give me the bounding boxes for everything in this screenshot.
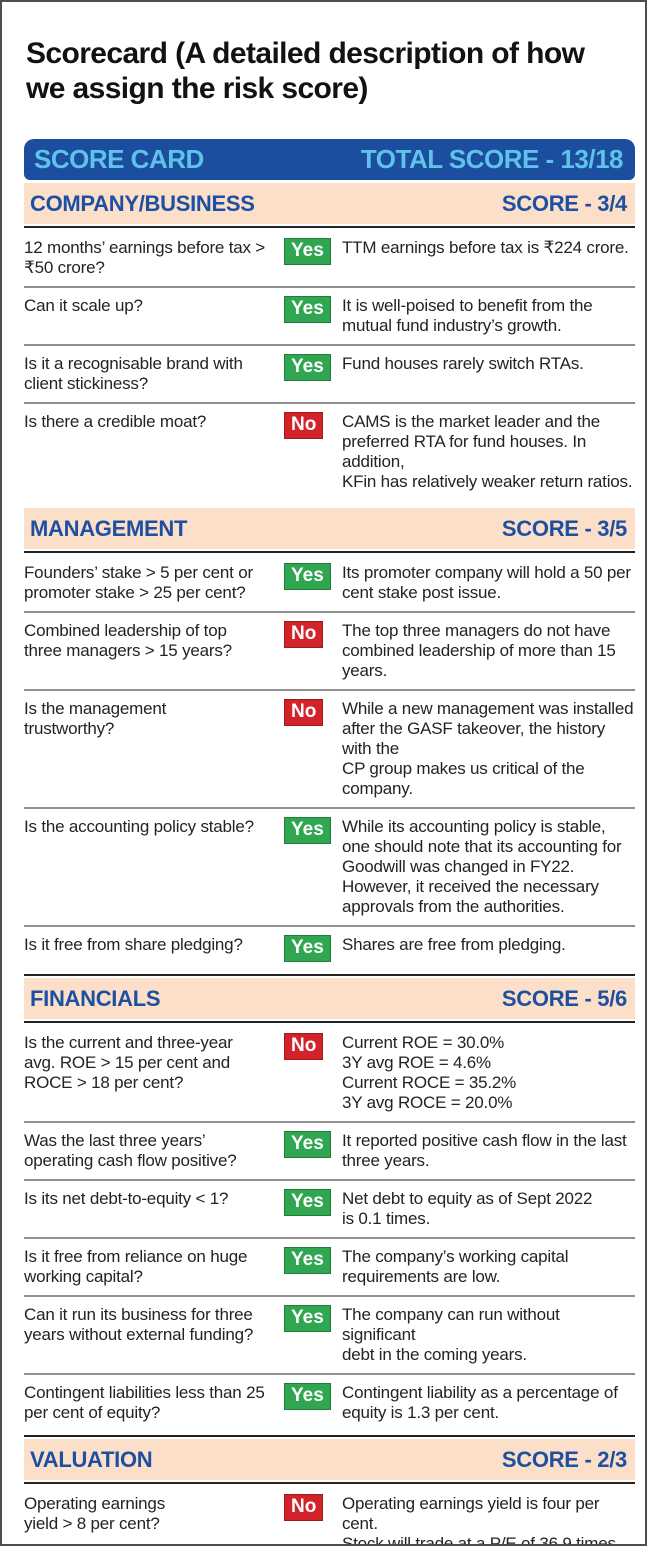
- verdict-badge: Yes: [284, 935, 331, 962]
- verdict-badge: Yes: [284, 1247, 331, 1274]
- table-row: Is the accounting policy stable? Yes Whi…: [24, 807, 635, 925]
- section-score: SCORE - 5/6: [501, 985, 627, 1011]
- verdict-badge: No: [284, 699, 324, 726]
- question-text: Is its net debt-to-equity < 1?: [24, 1189, 229, 1208]
- section-title: FINANCIALS: [30, 985, 161, 1011]
- section-header-valuation: VALUATION SCORE - 2/3: [24, 1439, 635, 1480]
- question-text: Is the current and three-year avg. ROE >…: [24, 1033, 233, 1092]
- section-header-company-business: COMPANY/BUSINESS SCORE - 3/4: [24, 183, 635, 224]
- verdict-badge: Yes: [284, 354, 331, 381]
- question-text: Founders’ stake > 5 per cent or promoter…: [24, 563, 253, 602]
- verdict-badge: No: [284, 1494, 324, 1521]
- verdict-badge: Yes: [284, 296, 331, 323]
- table-row: Is the current and three-year avg. ROE >…: [24, 1025, 635, 1121]
- answer-text: Its promoter company will hold a 50 per …: [342, 563, 631, 602]
- section-header-financials: FINANCIALS SCORE - 5/6: [24, 978, 635, 1019]
- section-score: SCORE - 3/4: [501, 190, 627, 216]
- table-row: Is it free from share pledging? Yes Shar…: [24, 925, 635, 970]
- answer-text: The top three managers do not have combi…: [342, 621, 616, 680]
- table-row: Combined leadership of top three manager…: [24, 611, 635, 689]
- question-text: Is there a credible moat?: [24, 412, 207, 431]
- answer-text: Shares are free from pledging.: [342, 935, 566, 954]
- table-row: Is it a recognisable brand with client s…: [24, 344, 635, 402]
- table-row: Is it free from reliance on huge working…: [24, 1237, 635, 1295]
- question-text: Contingent liabilities less than 25 per …: [24, 1383, 265, 1422]
- verdict-badge: No: [284, 621, 324, 648]
- verdict-badge: Yes: [284, 817, 331, 844]
- verdict-badge: No: [284, 1033, 324, 1060]
- section-divider: [24, 974, 635, 976]
- table-row: Founders’ stake > 5 per cent or promoter…: [24, 555, 635, 611]
- table-row: Is its net debt-to-equity < 1? Yes Net d…: [24, 1179, 635, 1237]
- answer-text: Net debt to equity as of Sept 2022 is 0.…: [342, 1189, 593, 1228]
- section-title: VALUATION: [30, 1446, 153, 1472]
- table-row: Was the last three years’ operating cash…: [24, 1121, 635, 1179]
- table-row: Can it scale up? Yes It is well-poised t…: [24, 286, 635, 344]
- verdict-badge: No: [284, 412, 324, 439]
- section-header-management: MANAGEMENT SCORE - 3/5: [24, 508, 635, 549]
- answer-text: While a new management was installed aft…: [342, 699, 634, 798]
- table-row: Contingent liabilities less than 25 per …: [24, 1373, 635, 1431]
- verdict-badge: Yes: [284, 1131, 331, 1158]
- question-text: Is the accounting policy stable?: [24, 817, 254, 836]
- verdict-badge: Yes: [284, 1189, 331, 1216]
- answer-text: It is well-poised to benefit from the mu…: [342, 296, 593, 335]
- header-left-label: SCORE CARD: [34, 144, 204, 174]
- answer-text: CAMS is the market leader and the prefer…: [342, 412, 633, 491]
- section-divider: [24, 1482, 635, 1484]
- section-title: COMPANY/BUSINESS: [30, 190, 255, 216]
- section-divider: [24, 1021, 635, 1023]
- question-text: Can it run its business for three years …: [24, 1305, 254, 1344]
- total-score-label: TOTAL SCORE - 13/18: [360, 144, 624, 174]
- answer-text: It reported positive cash flow in the la…: [342, 1131, 627, 1170]
- question-text: 12 months’ earnings before tax > ₹50 cro…: [24, 238, 266, 277]
- question-text: Operating earnings yield > 8 per cent?: [24, 1494, 165, 1533]
- question-text: Was the last three years’ operating cash…: [24, 1131, 237, 1170]
- table-row: Is there a credible moat? No CAMS is the…: [24, 402, 635, 500]
- section-divider: [24, 226, 635, 228]
- answer-text: Current ROE = 30.0% 3Y avg ROE = 4.6% Cu…: [342, 1033, 517, 1112]
- section-title: MANAGEMENT: [30, 515, 188, 541]
- page-title: Scorecard (A detailed description of how…: [26, 37, 585, 105]
- section-score: SCORE - 2/3: [501, 1446, 627, 1472]
- answer-text: Contingent liability as a percentage of …: [342, 1383, 618, 1422]
- table-row: 12 months’ earnings before tax > ₹50 cro…: [24, 230, 635, 286]
- question-text: Is it free from share pledging?: [24, 935, 243, 954]
- table-row: Operating earnings yield > 8 per cent? N…: [24, 1486, 635, 1546]
- question-text: Is it free from reliance on huge working…: [24, 1247, 248, 1286]
- answer-text: Operating earnings yield is four per cen…: [342, 1494, 616, 1546]
- verdict-badge: Yes: [284, 563, 331, 590]
- answer-text: The company’s working capital requiremen…: [342, 1247, 569, 1286]
- question-text: Can it scale up?: [24, 296, 143, 315]
- table-row: Can it run its business for three years …: [24, 1295, 635, 1373]
- table-row: Is the management trustworthy? No While …: [24, 689, 635, 807]
- answer-text: The company can run without significant …: [342, 1305, 560, 1364]
- verdict-badge: Yes: [284, 1383, 331, 1410]
- verdict-badge: Yes: [284, 238, 331, 265]
- answer-text: Fund houses rarely switch RTAs.: [342, 354, 584, 373]
- scorecard-header-bar: SCORE CARD TOTAL SCORE - 13/18: [24, 139, 635, 180]
- question-text: Is it a recognisable brand with client s…: [24, 354, 243, 393]
- question-text: Combined leadership of top three manager…: [24, 621, 232, 660]
- question-text: Is the management trustworthy?: [24, 699, 167, 738]
- section-divider: [24, 1435, 635, 1437]
- verdict-badge: Yes: [284, 1305, 331, 1332]
- section-score: SCORE - 3/5: [501, 515, 627, 541]
- answer-text: While its accounting policy is stable, o…: [342, 817, 622, 916]
- answer-text: TTM earnings before tax is ₹224 crore.: [342, 238, 629, 257]
- section-divider: [24, 551, 635, 553]
